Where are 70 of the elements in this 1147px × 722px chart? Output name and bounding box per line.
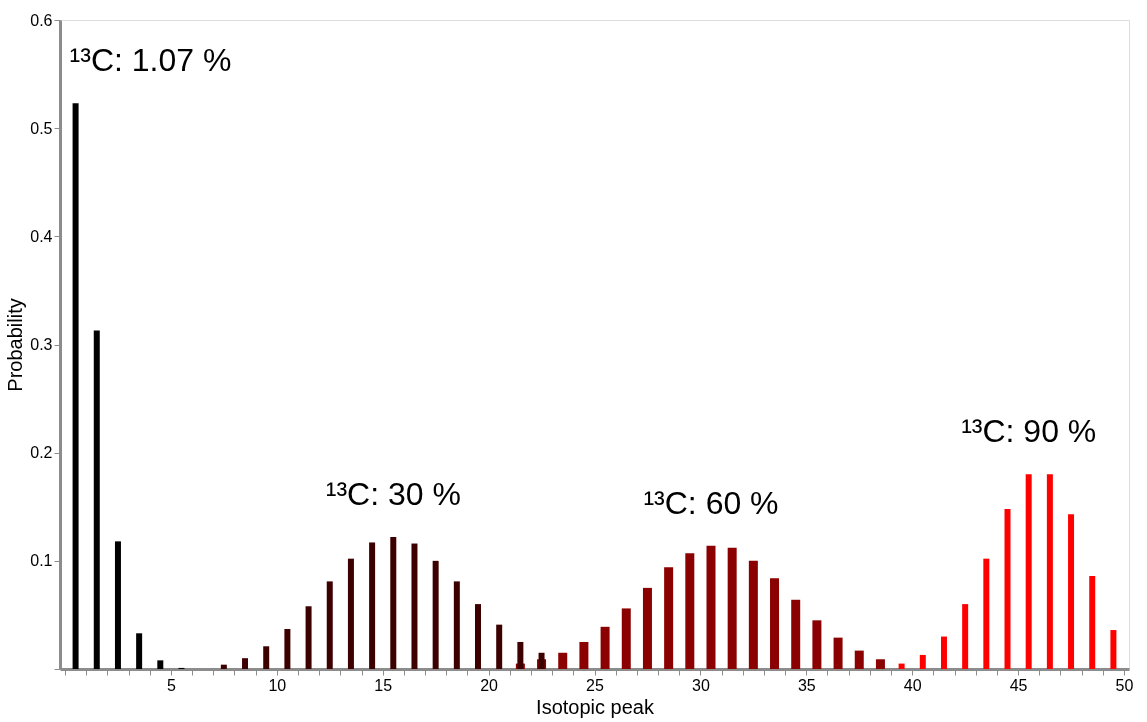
bar [538,652,545,669]
bar [1025,474,1032,669]
bar [558,652,568,669]
bar [390,537,397,669]
bar [136,633,143,669]
bar [93,330,100,669]
bar [496,624,503,669]
bar [770,578,780,669]
x-tick-label: 25 [586,676,604,694]
bar [1004,508,1011,669]
x-tick-label: 15 [374,676,393,694]
y-tick-label: 0.6 [30,11,53,29]
bar [411,543,418,669]
y-tick-label: 0.2 [30,444,53,462]
bar [305,606,312,669]
bar [284,628,291,669]
bar [940,636,947,669]
x-tick-label: 30 [692,676,710,694]
bar [875,659,885,669]
y-tick-label: 0.3 [30,336,53,353]
bar [791,599,801,669]
bar [263,646,270,669]
bar [685,553,695,669]
bar [983,558,990,669]
bar [347,558,354,669]
bar [579,641,589,669]
annotation: ¹³C: 60 % [643,484,779,521]
bar [727,547,737,669]
bar [962,604,969,669]
bar [664,567,674,669]
bar [854,650,864,669]
bar [453,581,460,669]
bar [220,664,227,669]
bar [621,608,631,669]
annotation: ¹³C: 90 % [961,413,1097,450]
bar [517,641,524,669]
bar [812,620,822,669]
annotation: ¹³C: 30 % [325,476,461,513]
y-tick-label: 0.1 [30,552,53,570]
bar [748,560,758,669]
x-tick-label: 20 [480,676,499,694]
bar [706,545,716,669]
bar [114,541,121,669]
x-tick-label: 50 [1115,676,1134,694]
bar [919,654,926,669]
bar [1068,514,1075,669]
bar [242,658,249,669]
bar [369,542,376,669]
bar [898,663,905,669]
bar [1089,575,1096,669]
bar [600,626,610,669]
x-tick-label: 5 [166,676,176,694]
x-tick-label: 10 [268,676,287,694]
x-axis-title: Isotopic peak [536,695,655,718]
y-tick-label: 0.5 [30,119,53,137]
x-tick-label: 35 [797,676,816,694]
bar [1046,474,1053,669]
bar [157,660,164,669]
bar [475,604,482,669]
y-axis-title: Probability [4,298,27,392]
bar [72,103,79,669]
x-tick-label: 45 [1009,676,1028,694]
bar [432,560,439,669]
bar [1110,630,1117,669]
x-tick-label: 40 [903,676,922,694]
bar [326,581,333,669]
bar [833,637,843,669]
bar [642,587,652,669]
annotation: ¹³C: 1.07 % [69,42,232,79]
y-tick-label: 0.4 [30,227,53,245]
